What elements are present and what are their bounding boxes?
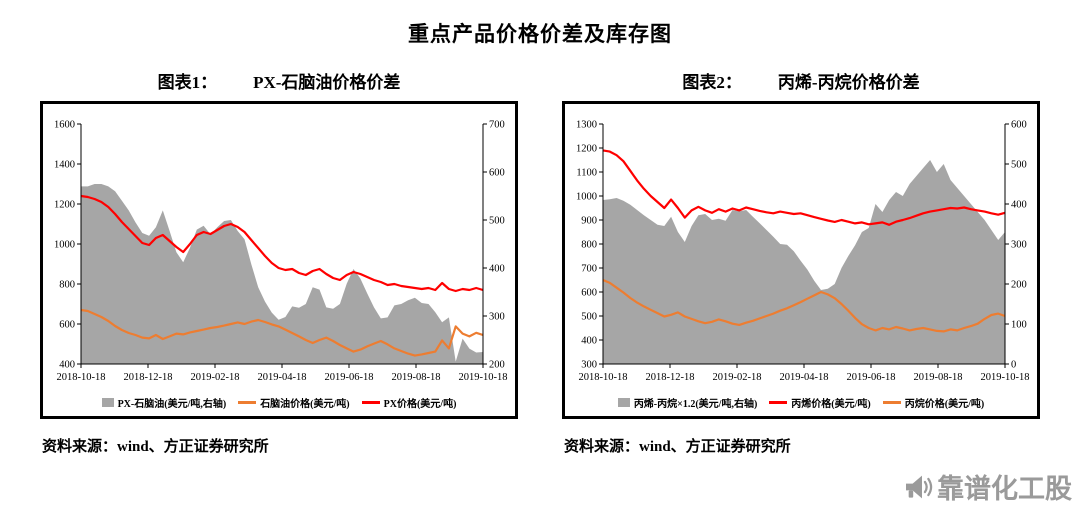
left-axis-tick-label: 400 [59,360,75,371]
line-legend-marker [882,401,901,404]
left-axis-tick-label: 1100 [576,168,597,179]
area-legend-marker [617,398,630,407]
left-axis-tick-label: 600 [581,288,597,299]
legend-label: 丙烯-丙烷×1.2(美元/吨,右轴) [633,399,758,410]
legend-item: 丙烯价格(美元/吨) [769,395,871,410]
x-axis-tick-label: 2019-04-18 [258,372,307,383]
left-axis-tick-label: 1000 [54,240,75,251]
legend-item: PX价格(美元/吨) [361,395,457,410]
right-axis-tick-label: 200 [1011,280,1027,291]
megaphone-icon [906,475,933,498]
charts-row: 图表1： PX-石脑油价格价差 1600 1400 1200 1000 800 600 40… [0,68,1080,456]
chart-panel-propylene-propane: 图表2： 丙烯-丙烷价格价差 1300 1200 1100 1000 900 800 700… [562,68,1040,456]
legend-label: PX-石脑油(美元/吨,右轴) [117,399,227,410]
right-axis-tick-label: 100 [1011,320,1027,331]
spread-area-series [81,184,483,364]
x-axis-tick-label: 2018-10-18 [57,372,106,383]
x-axis-tick-label: 2019-04-18 [780,372,829,383]
watermark: 靠谱化工股 [898,465,1076,508]
right-axis-tick-label: 300 [1011,240,1027,251]
line-legend-marker [361,401,380,404]
chart-caption: 图表2： 丙烯-丙烷价格价差 [562,68,1040,93]
source-note: 资料来源：wind、方正证券研究所 [564,439,791,455]
legend-item: 石脑油价格(美元/吨) [238,395,350,410]
left-axis-tick-label: 1200 [54,200,75,211]
right-axis-tick-label: 200 [489,360,505,371]
left-axis-tick-label: 700 [581,264,597,275]
right-axis-tick-label: 500 [1011,160,1027,171]
chart-caption-label: 图表2： [682,73,742,92]
right-axis-tick-label: 600 [489,168,505,179]
right-axis-tick-label: 0 [1011,360,1016,371]
area-legend-marker [101,398,114,407]
left-axis-tick-label: 600 [59,320,75,331]
right-axis-tick-label: 600 [1011,120,1027,131]
left-axis-tick-label: 300 [581,360,597,371]
price-line-series [80,194,484,293]
right-axis-tick-label: 500 [489,216,505,227]
chart-legend: PX-石脑油(美元/吨,右轴) 石脑油价格(美元/吨) PX价格(美元/吨) [45,395,513,410]
legend-label: PX价格(美元/吨) [383,399,457,410]
x-axis-tick-label: 2019-08-18 [914,372,963,383]
left-axis-tick-label: 1000 [576,192,597,203]
line-legend-marker [769,401,788,404]
x-axis-tick-label: 2018-10-18 [579,372,628,383]
chart-caption: 图表1： PX-石脑油价格价差 [40,68,518,93]
price-line-series [602,149,1006,226]
page-title: 重点产品价格价差及库存图 [408,22,672,46]
left-axis-tick-label: 1600 [54,120,75,131]
chart-caption-title: 丙烯-丙烷价格价差 [777,73,920,92]
chart-legend: 丙烯-丙烷×1.2(美元/吨,右轴) 丙烯价格(美元/吨) 丙烷价格(美元/吨) [567,395,1035,410]
left-axis-tick-label: 1400 [54,160,75,171]
legend-label: 丙烷价格(美元/吨) [904,399,985,410]
x-axis-tick-label: 2019-10-18 [459,372,508,383]
chart-frame: 1600 1400 1200 1000 800 600 400 700 600 500 400 300… [40,101,518,419]
chart-panel-px-naphtha: 图表1： PX-石脑油价格价差 1600 1400 1200 1000 800 600 40… [40,68,518,456]
left-axis-tick-label: 800 [59,280,75,291]
x-axis-tick-label: 2019-02-18 [713,372,762,383]
legend-label: 石脑油价格(美元/吨) [260,399,350,410]
source-note: 资料来源：wind、方正证券研究所 [42,439,269,455]
left-axis-tick-label: 1200 [576,144,597,155]
spread-area-series [603,160,1005,364]
px-naphtha-plot: 1600 1400 1200 1000 800 600 400 700 600 500 400 300… [54,120,508,384]
left-axis-tick-label: 500 [581,312,597,323]
left-axis-tick-label: 800 [581,240,597,251]
right-axis-tick-label: 700 [489,120,505,131]
watermark-text: 靠谱化工股 [937,474,1072,504]
legend-item: PX-石脑油(美元/吨,右轴) [101,395,227,410]
x-axis-tick-label: 2019-06-18 [847,372,896,383]
chart-caption-title: PX-石脑油价格价差 [253,73,401,92]
left-axis-tick-label: 400 [581,336,597,347]
x-axis-tick-label: 2019-08-18 [392,372,441,383]
legend-item: 丙烯-丙烷×1.2(美元/吨,右轴) [617,395,758,410]
price-line-series [80,308,484,357]
x-axis-tick-label: 2019-02-18 [191,372,240,383]
propylene-propane-plot: 1300120011001000900800700600500400300600… [576,120,1030,384]
report-figure-page: 重点产品价格价差及库存图 图表1： PX-石脑油价格价差 1600 1400 120… [0,22,1080,504]
price-line-series [602,278,1006,333]
right-axis-tick-label: 400 [1011,200,1027,211]
chart-frame: 1300 1200 1100 1000 900 800 700 600 500 400 300 600… [562,101,1040,419]
legend-item: 丙烷价格(美元/吨) [882,395,985,410]
x-axis-tick-label: 2019-10-18 [981,372,1030,383]
x-axis-tick-label: 2019-06-18 [325,372,374,383]
line-legend-marker [238,401,257,404]
right-axis-tick-label: 300 [489,312,505,323]
x-axis-tick-label: 2018-12-18 [646,372,695,383]
right-axis-tick-label: 400 [489,264,505,275]
legend-label: 丙烯价格(美元/吨) [791,399,871,410]
x-axis-tick-label: 2018-12-18 [124,372,173,383]
chart-caption-label: 图表1： [157,73,218,92]
left-axis-tick-label: 1300 [576,120,597,131]
left-axis-tick-label: 900 [581,216,597,227]
